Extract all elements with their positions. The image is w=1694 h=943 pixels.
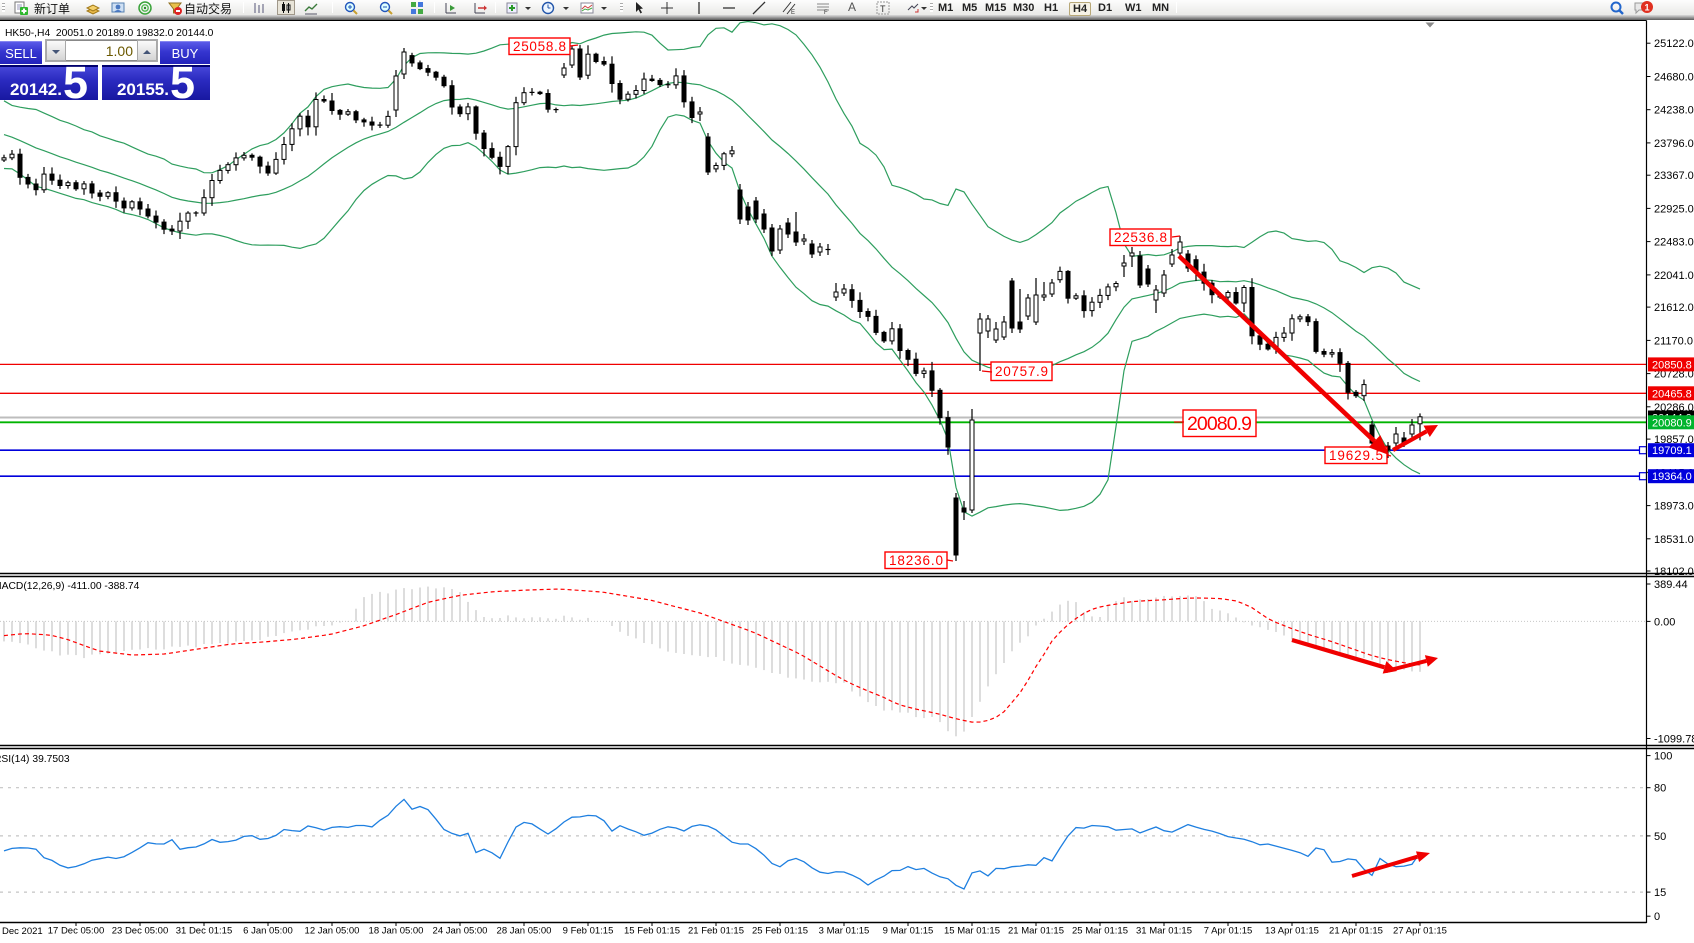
svg-text:1: 1 — [1644, 3, 1649, 13]
svg-text:HK50-,H4 20051.0 20189.0 1983: HK50-,H4 20051.0 20189.0 19832.0 20144.0 — [5, 28, 214, 39]
svg-text:20850.8: 20850.8 — [1652, 359, 1692, 371]
svg-text:22536.8: 22536.8 — [1114, 230, 1167, 245]
svg-text:20080.9: 20080.9 — [1187, 413, 1252, 435]
svg-text:18973.0: 18973.0 — [1654, 501, 1694, 513]
svg-text:18531.0: 18531.0 — [1654, 534, 1694, 546]
svg-text:Dec 2021: Dec 2021 — [2, 926, 43, 937]
svg-text:23367.0: 23367.0 — [1654, 170, 1694, 182]
svg-text:20465.8: 20465.8 — [1652, 388, 1692, 400]
svg-text:15 Feb 01:15: 15 Feb 01:15 — [624, 926, 680, 937]
svg-text:21612.0: 21612.0 — [1654, 302, 1694, 314]
svg-text:25122.0: 25122.0 — [1654, 38, 1694, 50]
svg-text:389.44: 389.44 — [1654, 579, 1688, 591]
svg-text:21170.0: 21170.0 — [1654, 335, 1693, 347]
svg-text:18236.0: 18236.0 — [889, 553, 943, 568]
svg-text:19709.1: 19709.1 — [1652, 445, 1692, 457]
svg-text:23796.0: 23796.0 — [1654, 138, 1694, 150]
svg-text:80: 80 — [1654, 783, 1666, 795]
svg-text:50: 50 — [1654, 831, 1666, 843]
svg-text:15: 15 — [1654, 887, 1666, 899]
svg-text:24238.0: 24238.0 — [1654, 105, 1694, 117]
svg-text:22041.0: 22041.0 — [1654, 270, 1694, 282]
svg-text:100: 100 — [1654, 751, 1672, 763]
svg-text:19629.5: 19629.5 — [1329, 448, 1383, 463]
svg-text:12 Jan 05:00: 12 Jan 05:00 — [305, 926, 360, 937]
svg-text:25 Mar 01:15: 25 Mar 01:15 — [1072, 926, 1128, 937]
svg-text:24 Jan 05:00: 24 Jan 05:00 — [433, 926, 488, 937]
svg-text:20080.9: 20080.9 — [1652, 417, 1692, 429]
svg-text:21 Mar 01:15: 21 Mar 01:15 — [1008, 926, 1064, 937]
svg-text:21 Apr 01:15: 21 Apr 01:15 — [1329, 926, 1383, 937]
svg-text:27 Apr 01:15: 27 Apr 01:15 — [1393, 926, 1447, 937]
svg-text:0.00: 0.00 — [1654, 616, 1675, 628]
svg-text:20728.0: 20728.0 — [1654, 369, 1694, 381]
svg-text:17 Dec 05:00: 17 Dec 05:00 — [48, 926, 105, 937]
svg-text:3 Mar 01:15: 3 Mar 01:15 — [819, 926, 870, 937]
svg-text:19857.0: 19857.0 — [1654, 434, 1694, 446]
svg-text:18102.0: 18102.0 — [1654, 566, 1694, 578]
svg-text:-1099.78: -1099.78 — [1654, 734, 1694, 746]
svg-text:25058.8: 25058.8 — [513, 39, 566, 54]
svg-text:9 Mar 01:15: 9 Mar 01:15 — [883, 926, 934, 937]
svg-text:28 Jan 05:00: 28 Jan 05:00 — [497, 926, 552, 937]
svg-text:F: F — [824, 10, 828, 15]
svg-text:7 Apr 01:15: 7 Apr 01:15 — [1204, 926, 1253, 937]
svg-text:18 Jan 05:00: 18 Jan 05:00 — [369, 926, 424, 937]
svg-text:21 Feb 01:15: 21 Feb 01:15 — [688, 926, 744, 937]
svg-text:25 Feb 01:15: 25 Feb 01:15 — [752, 926, 808, 937]
svg-text:22925.0: 22925.0 — [1654, 203, 1694, 215]
svg-text:T: T — [880, 4, 886, 14]
svg-text:MACD(12,26,9) -411.00 -388.74: MACD(12,26,9) -411.00 -388.74 — [0, 581, 140, 592]
svg-text:22483.0: 22483.0 — [1654, 237, 1694, 249]
svg-text:6 Jan 05:00: 6 Jan 05:00 — [243, 926, 293, 937]
svg-text:0: 0 — [1654, 911, 1660, 923]
svg-text:13 Apr 01:15: 13 Apr 01:15 — [1265, 926, 1319, 937]
svg-text:15 Mar 01:15: 15 Mar 01:15 — [944, 926, 1000, 937]
svg-text:24680.0: 24680.0 — [1654, 72, 1694, 84]
svg-text:20757.9: 20757.9 — [995, 364, 1048, 379]
svg-text:23 Dec 05:00: 23 Dec 05:00 — [112, 926, 169, 937]
svg-text:19364.0: 19364.0 — [1652, 471, 1692, 483]
svg-text:E: E — [791, 10, 795, 15]
svg-text:RSI(14) 39.7503: RSI(14) 39.7503 — [0, 754, 70, 765]
svg-text:31 Dec 01:15: 31 Dec 01:15 — [176, 926, 233, 937]
svg-text:9 Feb 01:15: 9 Feb 01:15 — [563, 926, 614, 937]
svg-text:31 Mar 01:15: 31 Mar 01:15 — [1136, 926, 1192, 937]
